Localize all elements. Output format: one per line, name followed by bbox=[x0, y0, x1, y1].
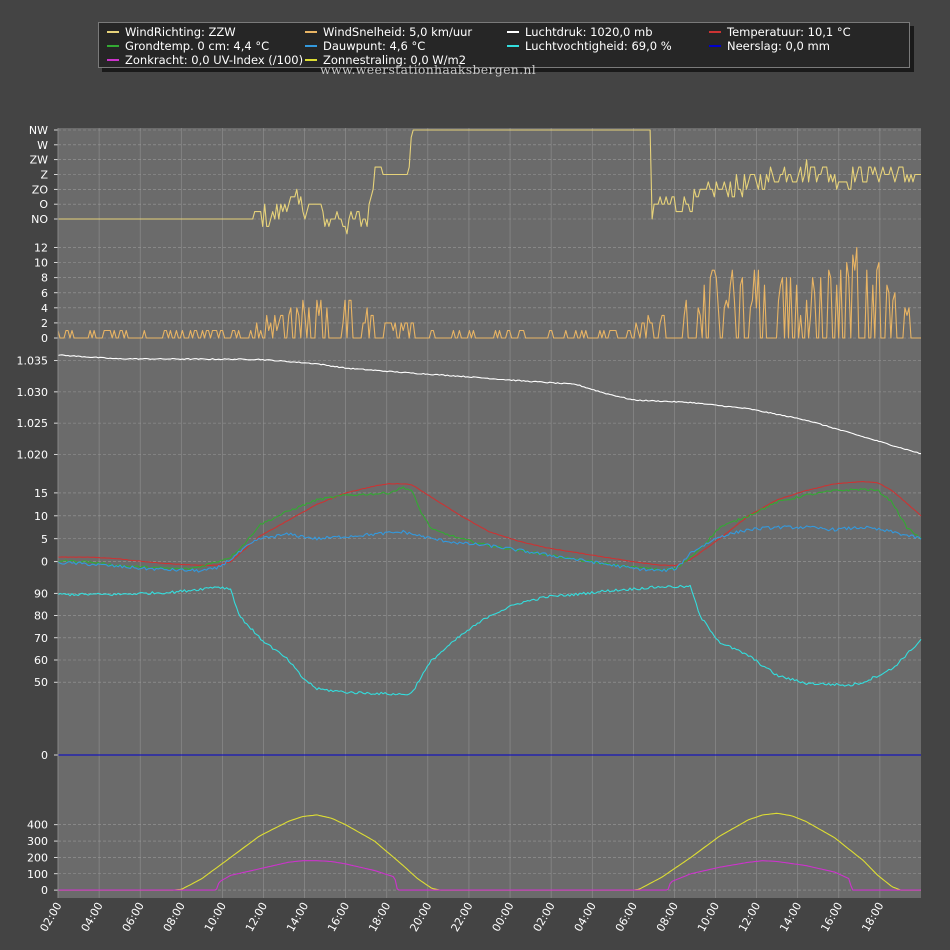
y-tick-label: 1.035 bbox=[17, 355, 49, 368]
y-tick-label: 4 bbox=[41, 302, 48, 315]
y-tick-label: 100 bbox=[27, 868, 48, 881]
y-tick-label: 400 bbox=[27, 819, 48, 832]
y-tick-label: 12 bbox=[34, 242, 48, 255]
y-tick-label: ZO bbox=[32, 183, 49, 196]
legend-item-uv-index: Zonkracht: 0,0 UV-Index (/100) bbox=[107, 53, 303, 67]
y-tick-label: O bbox=[39, 198, 48, 211]
x-tick-label: 22:00 bbox=[448, 900, 475, 934]
legend-swatch bbox=[107, 30, 119, 33]
y-tick-label: 2 bbox=[41, 317, 48, 330]
x-tick-label: 00:00 bbox=[490, 900, 517, 934]
y-tick-label: Z bbox=[40, 169, 48, 182]
y-tick-label: 200 bbox=[27, 851, 48, 864]
series-line-uv-index bbox=[58, 860, 921, 891]
x-tick-label: 18:00 bbox=[859, 900, 886, 934]
series-line-solar-radiation bbox=[58, 812, 921, 891]
panel-solar: 0 100 200 300 400 bbox=[27, 812, 921, 897]
x-tick-label: 02:00 bbox=[37, 900, 64, 934]
chart-legend: WindRichting: ZZW WindSnelheid: 5,0 km/u… bbox=[98, 22, 910, 68]
legend-item-wind-speed: WindSnelheid: 5,0 km/uur bbox=[305, 25, 472, 39]
series-line-humidity bbox=[57, 584, 922, 696]
x-tick-label: 10:00 bbox=[202, 900, 229, 934]
x-tick-label: 04:00 bbox=[572, 900, 599, 934]
panel-humidity: 50 60 70 80 90 bbox=[34, 584, 922, 696]
legend-item-solar-radiation: Zonnestraling: 0,0 W/m2 bbox=[305, 53, 466, 67]
legend-item-dew-point: Dauwpunt: 4,6 °C bbox=[305, 39, 425, 53]
panel-wind_direction: NO O ZOZ ZW W NW bbox=[29, 124, 921, 235]
legend-item-temperature: Temperatuur: 10,1 °C bbox=[709, 25, 851, 39]
x-tick-label: 16:00 bbox=[818, 900, 845, 934]
x-tick-label: 14:00 bbox=[777, 900, 804, 934]
x-tick-label: 12:00 bbox=[243, 900, 270, 934]
series-line-ground-temperature bbox=[57, 486, 922, 572]
legend-swatch bbox=[107, 58, 119, 61]
legend-item-ground-temp: Grondtemp. 0 cm: 4,4 °C bbox=[107, 39, 269, 53]
y-tick-label: 10 bbox=[34, 510, 48, 523]
y-tick-label: 1.020 bbox=[17, 448, 49, 461]
x-tick-label: 10:00 bbox=[695, 900, 722, 934]
series-line-wind-direction bbox=[58, 129, 921, 235]
y-tick-label: 6 bbox=[41, 287, 48, 300]
y-tick-label: 0 bbox=[41, 332, 48, 345]
legend-swatch bbox=[305, 30, 317, 33]
y-tick-label: 60 bbox=[34, 654, 48, 667]
legend-swatch bbox=[507, 44, 519, 47]
y-tick-label: 90 bbox=[34, 587, 48, 600]
y-tick-label: NO bbox=[31, 213, 48, 226]
y-tick-label: 70 bbox=[34, 632, 48, 645]
y-tick-label: 0 bbox=[41, 556, 48, 569]
series-line-pressure bbox=[57, 354, 922, 455]
y-tick-label: 80 bbox=[34, 610, 48, 623]
panel-pressure: 1.020 1.025 1.030 1.035 bbox=[17, 354, 922, 461]
legend-swatch bbox=[507, 30, 519, 33]
x-axis: 02:00 04:00 06:00 08:00 10:00 12:00 14:00 16:00… bbox=[37, 900, 886, 934]
y-tick-label: ZW bbox=[30, 154, 49, 167]
y-tick-label: 0 bbox=[41, 884, 48, 897]
x-tick-label: 06:00 bbox=[120, 900, 147, 934]
y-tick-label: 1.025 bbox=[17, 417, 49, 430]
x-tick-label: 18:00 bbox=[366, 900, 393, 934]
panel-temperature: 0 5 10 15 bbox=[34, 480, 922, 573]
x-tick-label: 14:00 bbox=[284, 900, 311, 934]
panel-precipitation: 0 bbox=[41, 749, 921, 762]
legend-swatch bbox=[305, 44, 317, 47]
y-tick-label: 5 bbox=[41, 533, 48, 546]
y-tick-label: 8 bbox=[41, 272, 48, 285]
y-tick-label: NW bbox=[29, 124, 48, 137]
y-tick-label: 50 bbox=[34, 676, 48, 689]
series-line-dew-point bbox=[57, 525, 922, 573]
legend-swatch bbox=[305, 58, 317, 61]
legend-swatch bbox=[709, 30, 721, 33]
x-tick-label: 20:00 bbox=[407, 900, 434, 934]
legend-item-wind-direction: WindRichting: ZZW bbox=[107, 25, 236, 39]
legend-swatch bbox=[107, 44, 119, 47]
y-tick-label: 15 bbox=[34, 487, 48, 500]
x-tick-label: 16:00 bbox=[325, 900, 352, 934]
legend-item-pressure: Luchtdruk: 1020,0 mb bbox=[507, 25, 653, 39]
x-tick-label: 12:00 bbox=[736, 900, 763, 934]
y-tick-label: W bbox=[37, 139, 48, 152]
series-line-wind-speed bbox=[57, 246, 921, 339]
plot-area-background bbox=[58, 128, 921, 898]
y-tick-label: 1.030 bbox=[17, 386, 49, 399]
legend-item-precipitation: Neerslag: 0,0 mm bbox=[709, 39, 830, 53]
watermark-text: www.weerstationhaaksbergen.nl bbox=[320, 62, 537, 77]
chart-panels: NO O ZOZ ZW W NW 0 2 4 6 8 10 12 1.020 1.025 1.030 1.035… bbox=[17, 124, 922, 898]
x-tick-label: 02:00 bbox=[531, 900, 558, 934]
legend-swatch bbox=[709, 44, 721, 47]
x-tick-label: 04:00 bbox=[79, 900, 106, 934]
series-line-temperature bbox=[57, 480, 922, 567]
x-tick-label: 06:00 bbox=[613, 900, 640, 934]
y-tick-label: 300 bbox=[27, 835, 48, 848]
panel-wind_speed: 0 2 4 6 8 10 12 bbox=[34, 242, 921, 345]
x-tick-label: 08:00 bbox=[654, 900, 681, 934]
y-tick-label: 0 bbox=[41, 749, 48, 762]
x-tick-label: 08:00 bbox=[161, 900, 188, 934]
legend-item-humidity: Luchtvochtigheid: 69,0 % bbox=[507, 39, 672, 53]
y-tick-label: 10 bbox=[34, 257, 48, 270]
